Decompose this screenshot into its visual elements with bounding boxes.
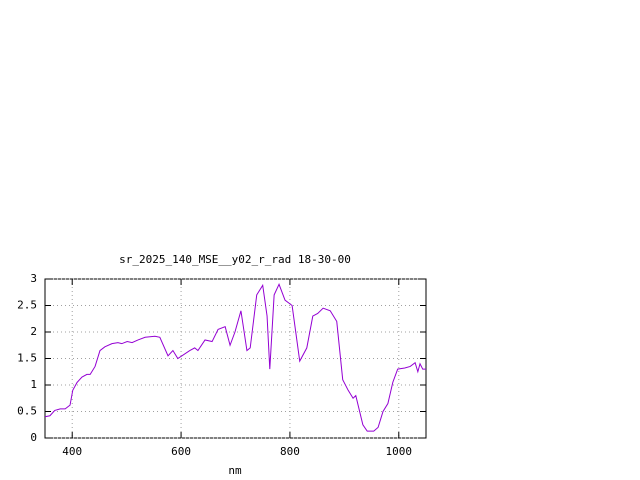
chart-title: sr_2025_140_MSE__y02_r_rad 18-30-00: [119, 253, 351, 266]
x-tick-label: 600: [171, 445, 191, 458]
x-axis-label: nm: [228, 464, 242, 477]
y-tick-label: 1: [30, 378, 37, 391]
x-tick-label: 800: [280, 445, 300, 458]
y-tick-label: 3: [30, 272, 37, 285]
y-tick-label: 0: [30, 431, 37, 444]
y-tick-label: 2: [30, 325, 37, 338]
plot-border: [44, 278, 427, 439]
y-tick-label: 1.5: [17, 352, 37, 365]
x-tick-label: 400: [62, 445, 82, 458]
y-tick-label: 2.5: [17, 299, 37, 312]
x-tick-label: 1000: [386, 445, 413, 458]
data-line: [44, 283, 426, 432]
y-tick-label: 0.5: [17, 405, 37, 418]
